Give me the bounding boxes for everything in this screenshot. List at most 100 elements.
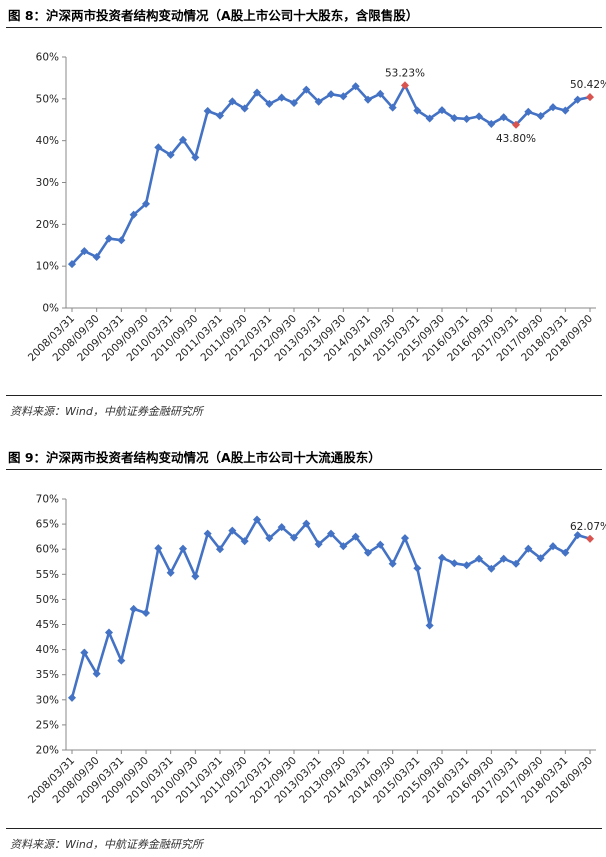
data-point <box>215 545 225 554</box>
figure-9-chart: 20%25%30%35%40%45%50%55%60%65%70%2008/03… <box>26 494 606 806</box>
data-point <box>191 153 200 162</box>
data-point <box>413 106 422 115</box>
data-point <box>154 544 163 553</box>
data-point <box>277 93 286 102</box>
y-tick-label: 20% <box>36 219 59 231</box>
y-tick-label: 0% <box>42 303 59 315</box>
data-point <box>548 542 558 551</box>
data-point <box>228 97 237 106</box>
data-point <box>92 669 101 678</box>
y-tick-label: 45% <box>36 619 59 631</box>
data-point <box>339 92 348 101</box>
data-point <box>92 252 101 261</box>
data-point <box>265 99 274 108</box>
y-tick-label: 30% <box>36 694 59 706</box>
y-tick-label: 65% <box>36 519 59 531</box>
data-point <box>314 97 323 106</box>
y-tick-label: 35% <box>36 669 59 681</box>
data-point <box>129 604 138 613</box>
data-label: 50.42% <box>570 79 606 91</box>
data-point <box>561 548 570 557</box>
figure-8-bottom-rule <box>6 395 602 396</box>
data-point <box>203 529 212 538</box>
data-point <box>228 526 237 535</box>
data-point <box>289 533 299 542</box>
data-point <box>388 103 397 112</box>
data-point <box>314 540 323 549</box>
series-line <box>71 83 591 265</box>
data-point <box>363 548 373 557</box>
data-point <box>499 554 508 563</box>
data-point <box>289 98 299 108</box>
data-point <box>141 608 151 617</box>
data-point <box>351 532 360 541</box>
data-point <box>573 95 582 104</box>
data-point <box>462 114 471 123</box>
data-point <box>215 111 225 120</box>
data-point <box>413 564 422 573</box>
figure-8-title-rule <box>6 27 602 28</box>
data-point <box>499 113 508 122</box>
figure-9-source: 资料来源：Wind，中航证券金融研究所 <box>10 838 203 851</box>
data-point <box>376 540 385 549</box>
data-point <box>191 572 200 581</box>
data-point <box>376 89 385 98</box>
data-point <box>474 112 484 121</box>
data-point <box>203 106 212 115</box>
y-tick-label: 30% <box>36 177 59 189</box>
figure-8-title: 图 8：沪深两市投资者结构变动情况（A股上市公司十大股东，含限售股） <box>8 8 419 23</box>
data-point <box>80 247 89 256</box>
data-point <box>536 111 545 121</box>
data-point <box>178 544 188 553</box>
data-point <box>450 559 459 568</box>
figure-8-source: 资料来源：Wind，中航证券金融研究所 <box>10 405 203 418</box>
data-point <box>129 210 138 219</box>
data-point <box>104 628 114 637</box>
data-point <box>450 114 459 123</box>
data-point <box>511 559 521 568</box>
data-point <box>302 519 311 528</box>
data-point <box>67 693 77 702</box>
data-point <box>462 561 471 570</box>
y-tick-label: 20% <box>36 745 59 757</box>
data-point <box>573 531 582 540</box>
data-point <box>166 568 175 577</box>
data-point <box>104 234 114 243</box>
data-point <box>437 553 447 562</box>
y-tick-label: 50% <box>36 93 59 105</box>
data-point <box>154 143 163 152</box>
data-point <box>252 515 262 524</box>
data-point <box>302 85 311 94</box>
data-point <box>326 529 336 538</box>
data-label: 53.23% <box>385 67 425 79</box>
data-point <box>561 106 570 115</box>
data-point <box>339 542 348 551</box>
figure-9-title: 图 9：沪深两市投资者结构变动情况（A股上市公司十大流通股东） <box>8 450 381 465</box>
data-point <box>487 564 496 573</box>
data-point <box>326 90 336 99</box>
data-point <box>265 534 274 543</box>
data-point <box>536 554 545 563</box>
data-point <box>141 199 151 208</box>
data-point <box>511 120 521 129</box>
y-tick-label: 60% <box>36 544 59 556</box>
series-line <box>70 518 591 699</box>
data-point <box>80 648 89 657</box>
data-point <box>178 135 188 144</box>
data-point <box>524 544 533 553</box>
data-point <box>400 534 410 543</box>
data-point <box>67 260 77 269</box>
data-label: 43.80% <box>496 133 536 145</box>
data-point <box>351 82 360 91</box>
data-point <box>585 93 595 102</box>
data-point <box>585 534 595 543</box>
y-tick-label: 60% <box>36 52 59 64</box>
data-point <box>487 119 496 128</box>
figure-8-chart: 0%10%20%30%40%50%60%2008/03/312008/09/30… <box>26 52 606 364</box>
y-tick-label: 25% <box>36 719 59 731</box>
y-tick-label: 50% <box>36 594 59 606</box>
data-point <box>524 107 533 116</box>
data-point <box>117 656 126 665</box>
data-label: 62.07% <box>570 521 606 533</box>
data-point <box>252 88 262 97</box>
